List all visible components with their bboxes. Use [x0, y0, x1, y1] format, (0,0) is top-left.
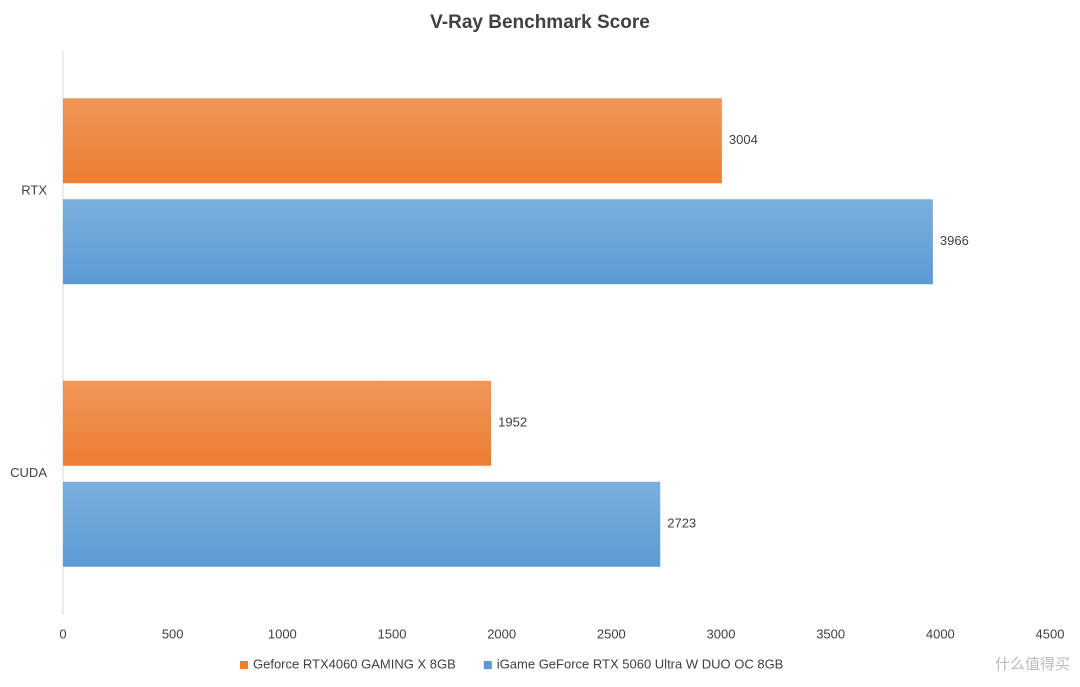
bar [63, 481, 661, 567]
x-tick-label: 2000 [487, 626, 516, 641]
legend-label: iGame GeForce RTX 5060 Ultra W DUO OC 8G… [497, 656, 784, 671]
chart-title: V-Ray Benchmark Score [430, 12, 650, 33]
x-tick-label: 4000 [926, 626, 955, 641]
data-label: 1952 [498, 415, 527, 430]
legend-swatch [483, 661, 492, 669]
x-tick-label: 2500 [597, 626, 626, 641]
data-label: 2723 [667, 516, 696, 531]
y-tick-label: RTX [21, 183, 47, 198]
legend-label: Geforce RTX4060 GAMING X 8GB [253, 656, 456, 671]
x-tick-label: 3500 [816, 626, 845, 641]
x-tick-label: 500 [162, 626, 184, 641]
bar [63, 98, 722, 184]
x-tick-label: 3000 [707, 626, 736, 641]
x-tick-label: 0 [59, 626, 66, 641]
x-tick-label: 1000 [268, 626, 297, 641]
y-tick-label: CUDA [10, 465, 47, 480]
bar [63, 199, 933, 285]
x-tick-label: 1500 [378, 626, 407, 641]
bar [63, 380, 492, 466]
watermark: 什么值得买 [995, 656, 1070, 673]
x-tick-label: 4500 [1036, 626, 1065, 641]
data-label: 3966 [940, 233, 969, 248]
legend-swatch [240, 661, 248, 669]
data-label: 3004 [729, 132, 758, 147]
